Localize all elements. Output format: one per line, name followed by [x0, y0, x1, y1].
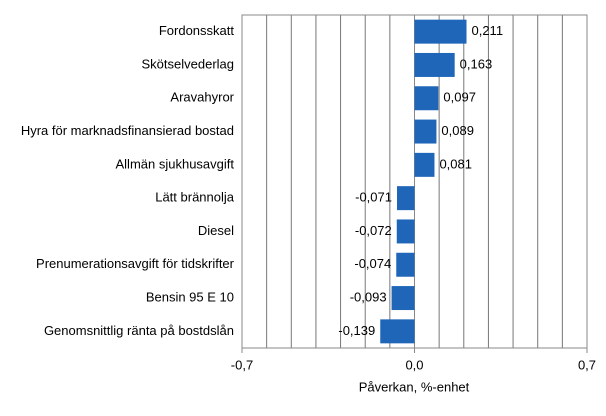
value-label: 0,089: [441, 123, 474, 138]
y-tick-label: Lätt brännolja: [155, 190, 235, 205]
value-label: -0,071: [355, 190, 392, 205]
bar: [414, 19, 467, 44]
x-axis-label: Påverkan, %-enhet: [359, 379, 470, 394]
bar: [414, 86, 439, 111]
bar: [396, 252, 415, 277]
y-tick-label: Diesel: [198, 223, 234, 238]
bar: [414, 52, 455, 77]
x-tick-label: 0,7: [578, 357, 596, 372]
value-label: -0,139: [338, 323, 375, 338]
value-label: 0,081: [439, 156, 472, 171]
y-tick-label: Prenumerationsavgift för tidskrifter: [36, 256, 235, 271]
value-label: 0,211: [471, 23, 503, 38]
y-tick-label: Aravahyror: [170, 90, 234, 105]
bar: [414, 119, 437, 144]
y-tick-label: Bensin 95 E 10: [146, 289, 234, 304]
value-label: -0,074: [354, 256, 391, 271]
value-label: -0,072: [355, 223, 392, 238]
y-tick-label: Fordonsskatt: [159, 23, 235, 38]
y-tick-label: Allmän sjukhusavgift: [116, 156, 235, 171]
x-tick-label: 0,0: [405, 357, 423, 372]
y-tick-label: Skötselvederlag: [142, 56, 235, 71]
y-tick-label: Genomsnittlig ränta på bostdslån: [44, 323, 234, 338]
bar: [397, 186, 415, 211]
bar: [380, 319, 415, 344]
value-label: 0,097: [443, 90, 476, 105]
y-tick-label: Hyra för marknadsfinansierad bostad: [21, 123, 234, 138]
value-label: 0,163: [460, 56, 493, 71]
bar: [391, 286, 415, 311]
bar: [414, 152, 435, 177]
x-tick-label: -0,7: [231, 357, 253, 372]
value-label: -0,093: [350, 289, 387, 304]
bar: [396, 219, 415, 244]
